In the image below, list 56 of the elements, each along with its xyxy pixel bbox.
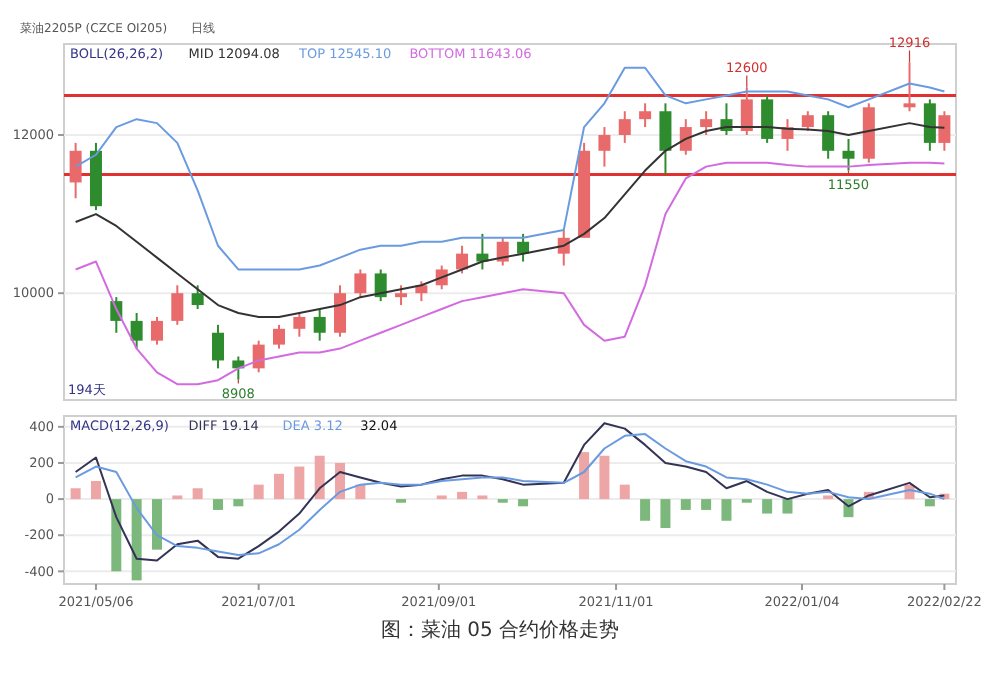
candlestick xyxy=(374,268,387,303)
candlestick xyxy=(273,323,286,350)
candlestick xyxy=(618,110,631,144)
bar xyxy=(701,499,712,510)
line-series xyxy=(74,161,946,386)
candlestick xyxy=(700,110,713,136)
candlestick xyxy=(130,311,143,350)
candlestick xyxy=(659,102,672,176)
bar xyxy=(721,499,732,521)
bar xyxy=(314,455,325,500)
candlestick xyxy=(761,94,774,144)
bar xyxy=(294,466,305,500)
bar xyxy=(599,455,610,500)
bar xyxy=(111,499,122,572)
candlestick xyxy=(639,102,652,129)
bar xyxy=(355,484,366,500)
bar xyxy=(151,499,162,550)
bar xyxy=(782,499,793,514)
candlestick xyxy=(496,236,509,267)
candlestick xyxy=(334,284,347,338)
candlestick xyxy=(232,355,245,381)
bar xyxy=(660,499,671,528)
bar xyxy=(192,488,203,500)
candlestick xyxy=(842,137,855,172)
candlestick xyxy=(313,308,326,342)
candlestick xyxy=(923,98,936,152)
candlestick xyxy=(395,284,408,307)
candlestick xyxy=(354,268,367,299)
candlestick xyxy=(211,323,224,370)
bar xyxy=(924,499,935,507)
candlestick xyxy=(938,110,951,152)
candlestick xyxy=(822,110,835,160)
bar xyxy=(233,499,244,507)
candlestick xyxy=(191,284,204,311)
bar xyxy=(274,473,285,500)
candlestick xyxy=(293,311,306,338)
candlestick xyxy=(801,110,814,133)
bar xyxy=(90,481,101,500)
bar xyxy=(579,452,590,500)
candlestick xyxy=(69,141,82,200)
bar xyxy=(619,484,630,500)
candlestick xyxy=(598,126,611,168)
bar xyxy=(762,499,773,514)
bar xyxy=(70,488,81,500)
bar xyxy=(212,499,223,510)
bar xyxy=(640,499,651,521)
candlestick xyxy=(679,118,692,156)
candlestick xyxy=(171,284,184,326)
bar xyxy=(518,499,529,507)
candlestick xyxy=(150,315,163,346)
bar xyxy=(253,484,264,500)
text: 图：菜油 05 合约价格走势 xyxy=(380,618,620,642)
bar xyxy=(457,491,468,500)
candlestick xyxy=(517,232,530,263)
bar xyxy=(680,499,691,510)
bar xyxy=(131,499,142,581)
